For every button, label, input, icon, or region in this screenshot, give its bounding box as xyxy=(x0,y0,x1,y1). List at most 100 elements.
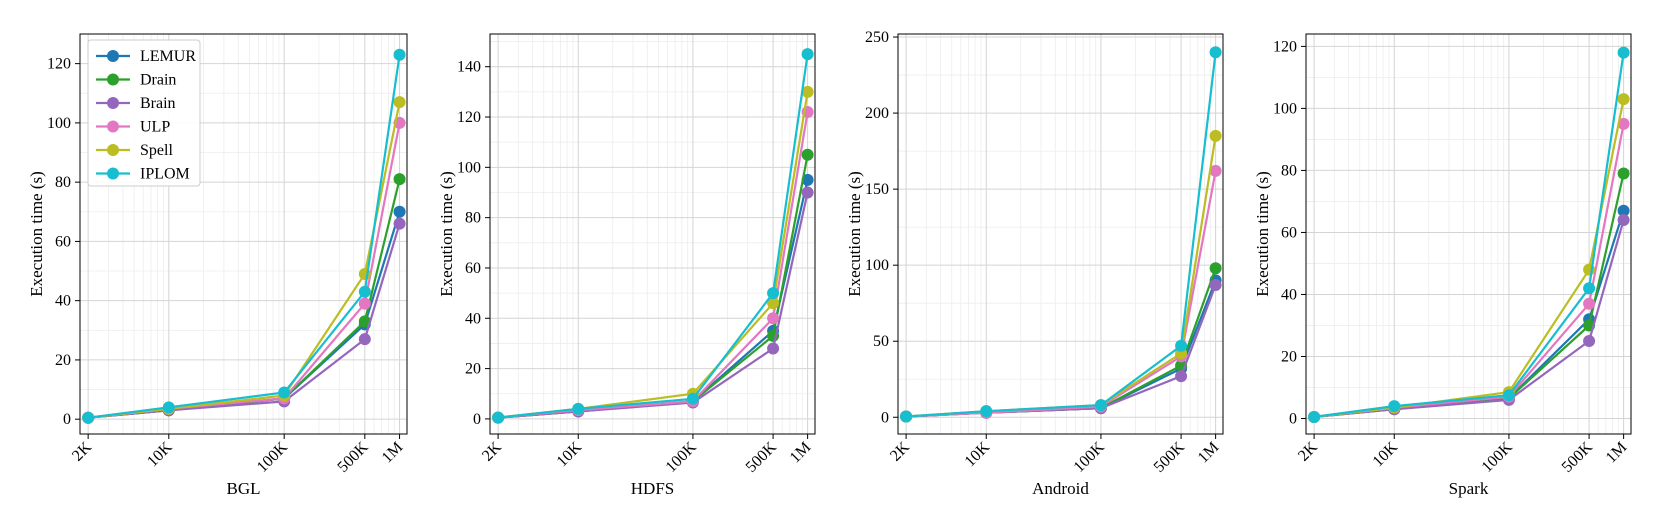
data-point xyxy=(1388,400,1401,413)
x-axis-label: Android xyxy=(1032,479,1089,498)
y-tick-label: 100 xyxy=(1273,100,1297,117)
data-point xyxy=(492,411,505,424)
data-point xyxy=(801,148,814,161)
axes-frame xyxy=(79,33,408,435)
data-point xyxy=(1094,399,1107,412)
y-tick-label: 40 xyxy=(465,310,481,327)
x-tick-label: 100K xyxy=(1071,438,1108,475)
y-tick-label: 140 xyxy=(457,59,481,76)
legend-label: Brain xyxy=(140,95,176,112)
data-point xyxy=(767,312,780,325)
series-lemur xyxy=(492,173,814,424)
x-tick-label: 500K xyxy=(1559,438,1596,475)
x-tick-label: 2K xyxy=(69,438,95,464)
data-point xyxy=(393,96,406,109)
data-point xyxy=(801,186,814,199)
legend-label: LEMUR xyxy=(140,48,196,65)
y-tick-label: 60 xyxy=(465,260,481,277)
x-tick-label: 1M xyxy=(787,439,815,467)
y-tick-label: 0 xyxy=(881,409,889,426)
y-tick-label: 40 xyxy=(55,293,71,310)
data-point xyxy=(980,405,993,418)
y-tick-label: 0 xyxy=(473,411,481,428)
legend-label: Drain xyxy=(140,72,176,89)
series-line xyxy=(906,284,1217,418)
y-tick-label: 0 xyxy=(1289,410,1297,427)
x-tick-label: 2K xyxy=(887,438,913,464)
series-line xyxy=(1313,173,1625,418)
data-point xyxy=(572,402,585,415)
x-tick-label: 10K xyxy=(962,438,994,470)
x-tick-label: 100K xyxy=(1479,438,1516,475)
x-tick-label: 10K xyxy=(1370,438,1402,470)
series-lemur xyxy=(82,205,406,424)
data-point xyxy=(1583,297,1596,310)
x-tick-label: 100K xyxy=(663,438,700,475)
y-tick-label: 60 xyxy=(1281,224,1297,241)
series-drain xyxy=(492,148,814,424)
data-point xyxy=(1502,389,1515,402)
y-tick-label: 0 xyxy=(63,411,71,428)
axes-frame xyxy=(489,33,816,435)
data-point xyxy=(1175,339,1188,352)
series-line xyxy=(906,279,1217,418)
x-axis-label: HDFS xyxy=(631,479,674,498)
series-drain xyxy=(900,262,1222,423)
series-line xyxy=(497,111,809,419)
data-point xyxy=(1209,129,1222,142)
series-line xyxy=(497,53,809,419)
y-tick-label: 100 xyxy=(457,159,481,176)
data-point xyxy=(1617,214,1630,227)
series-brain xyxy=(82,217,406,424)
data-point xyxy=(393,173,406,186)
data-point xyxy=(393,205,406,218)
series-line xyxy=(1313,210,1625,418)
legend-label: Spell xyxy=(140,142,173,159)
y-tick-label: 100 xyxy=(865,257,889,274)
series-line xyxy=(1313,98,1625,418)
legend-marker xyxy=(107,97,119,109)
chart-panel-1: 0 20 40 60 80 100 120 140 2K 10K 100K 500K 1M HDFS Exe… xyxy=(437,33,816,498)
y-tick-label: 20 xyxy=(1281,348,1297,365)
x-tick-label: 2K xyxy=(479,438,505,464)
x-axis-label: Spark xyxy=(1449,479,1489,498)
data-point xyxy=(767,342,780,355)
data-point xyxy=(1583,334,1596,347)
x-tick-label: 100K xyxy=(254,438,291,475)
data-point xyxy=(686,392,699,405)
data-point xyxy=(1209,262,1222,275)
data-point xyxy=(1617,46,1630,59)
y-axis-label: Execution time (s) xyxy=(845,171,864,297)
data-point xyxy=(1617,117,1630,130)
series-iplom xyxy=(1308,46,1630,423)
y-tick-label: 250 xyxy=(865,29,889,46)
y-tick-label: 20 xyxy=(55,352,71,369)
axes-frame xyxy=(1305,33,1632,435)
data-point xyxy=(801,173,814,186)
y-tick-label: 80 xyxy=(55,174,71,191)
series-ulp xyxy=(1308,117,1630,423)
data-point xyxy=(767,287,780,300)
series-iplom xyxy=(492,48,814,424)
data-point xyxy=(393,48,406,61)
data-point xyxy=(162,401,175,414)
x-tick-label: 10K xyxy=(554,438,586,470)
x-tick-label: 2K xyxy=(1295,438,1321,464)
x-tick-label: 1M xyxy=(1603,439,1631,467)
axes-frame xyxy=(897,33,1224,435)
x-tick-label: 1M xyxy=(379,439,407,467)
y-tick-label: 100 xyxy=(47,115,71,132)
data-point xyxy=(1209,278,1222,291)
data-point xyxy=(900,410,913,423)
series-ulp xyxy=(900,164,1222,423)
series-drain xyxy=(82,173,406,424)
data-point xyxy=(358,315,371,328)
legend-marker xyxy=(107,50,119,62)
series-ulp xyxy=(492,105,814,424)
y-tick-label: 80 xyxy=(1281,162,1297,179)
series-drain xyxy=(1308,167,1630,423)
data-point xyxy=(801,48,814,61)
legend: LEMUR Drain Brain ULP Spell IPLOM xyxy=(87,39,201,187)
legend-marker xyxy=(107,120,119,133)
